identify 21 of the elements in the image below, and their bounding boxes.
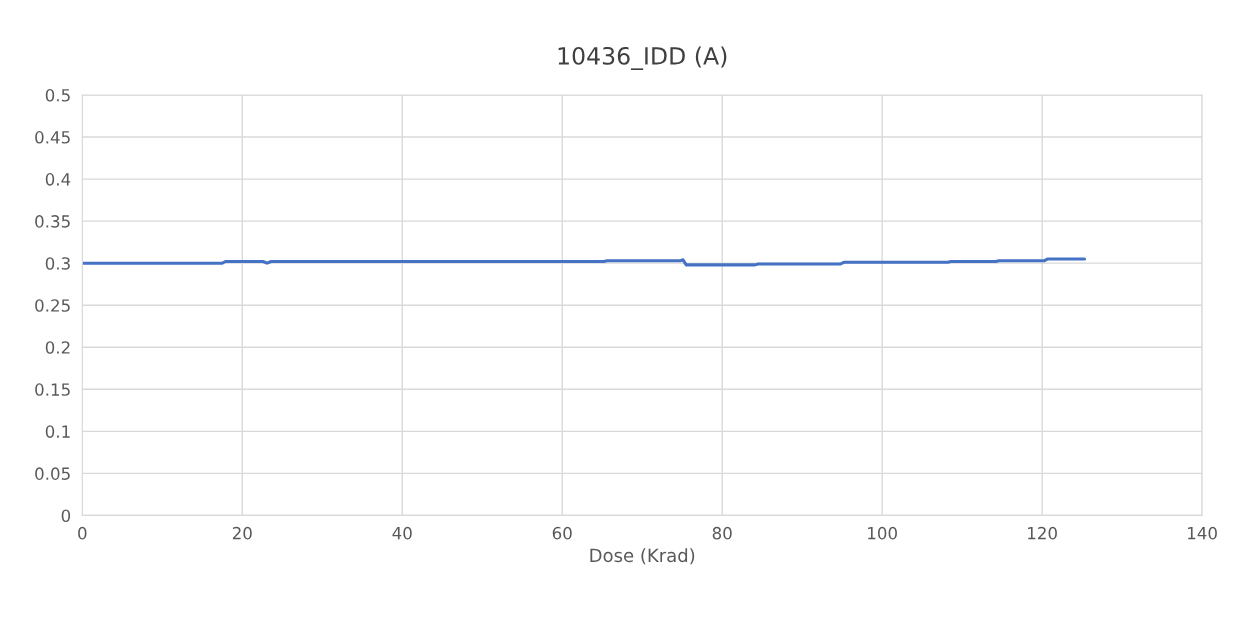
y-tick-label: 0.5 — [45, 88, 70, 102]
y-tick-label: 0.05 — [35, 467, 70, 480]
x-tick-label: 100 — [868, 526, 897, 540]
y-tick-label: 0.2 — [45, 341, 70, 354]
y-tick-label: 0.25 — [35, 299, 70, 312]
y-tick-label: 0.4 — [45, 173, 71, 186]
y-tick-label: 0.45 — [35, 131, 70, 144]
x-tick-label: 60 — [552, 526, 572, 540]
x-tick-label: 20 — [232, 526, 252, 540]
y-tick-label: 0.1 — [45, 425, 70, 438]
x-tick-label: 140 — [1188, 526, 1217, 540]
y-tick-label: 0.15 — [35, 383, 70, 396]
x-tick-label: 0 — [78, 526, 87, 540]
x-tick-label: 80 — [712, 526, 732, 540]
chart-title: 10436_IDD (A) — [558, 46, 727, 71]
y-tick-label: 0.3 — [45, 257, 70, 270]
y-tick-label: 0.35 — [35, 215, 70, 228]
x-tick-label: 40 — [392, 526, 412, 540]
y-tick-label: 0 — [61, 509, 71, 522]
x-tick-label: 120 — [1028, 526, 1057, 540]
x-axis-title: Dose (Krad) — [590, 548, 695, 565]
